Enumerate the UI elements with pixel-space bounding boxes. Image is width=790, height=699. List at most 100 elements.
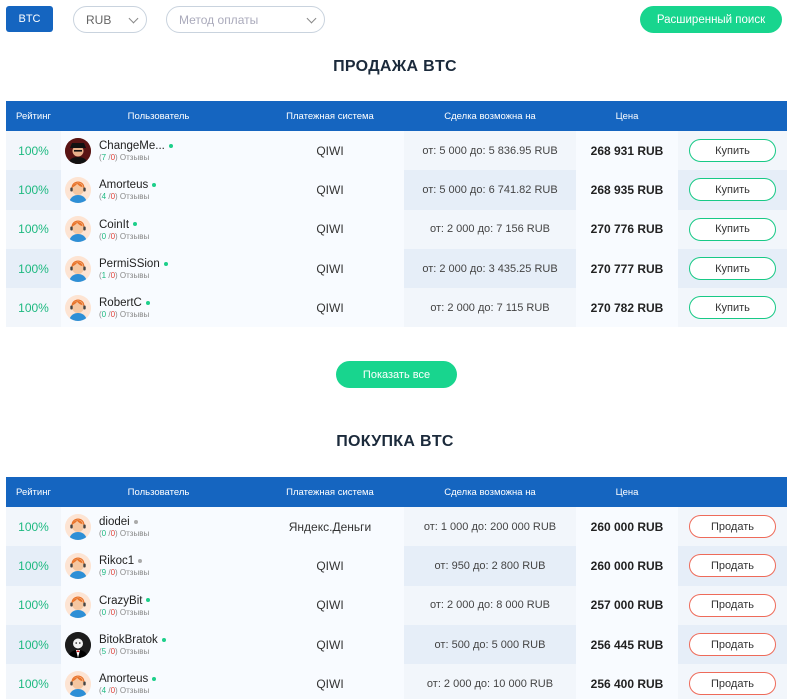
user-name-link[interactable]: Rikoc1 bbox=[99, 555, 135, 568]
reviews-summary[interactable]: (0 /0) Отзывы bbox=[99, 231, 150, 241]
negative-reviews-count: 0 bbox=[110, 529, 116, 539]
user-name-link[interactable]: Amorteus bbox=[99, 673, 149, 686]
action-cell: Купить bbox=[678, 249, 787, 288]
column-price: Цена bbox=[615, 486, 639, 498]
price-value: 260 000 RUB bbox=[576, 507, 678, 547]
negative-reviews-count: 0 bbox=[110, 310, 116, 320]
avatar[interactable] bbox=[65, 294, 91, 321]
sell-offers-table: Рейтинг Пользователь Платежная система С… bbox=[6, 101, 787, 328]
reviews-summary[interactable]: (9 /0) Отзывы bbox=[99, 568, 150, 578]
rating-value: 100% bbox=[18, 519, 49, 534]
buy-button[interactable]: Купить bbox=[689, 178, 776, 202]
user-cell: CrazyBit (0 /0) Отзывы bbox=[61, 585, 256, 625]
deal-range: от: 5 000 до: 5 836.95 RUB bbox=[422, 144, 558, 157]
buy-button[interactable]: Купить bbox=[689, 139, 776, 163]
avatar[interactable] bbox=[65, 592, 91, 619]
avatar[interactable] bbox=[65, 216, 91, 243]
table-row: 100% CoinIt (0 /0) Отзывы QIWI от: 2 000 до:… bbox=[6, 209, 787, 249]
positive-reviews-count: 4 bbox=[101, 192, 107, 202]
buy-offers-table: Рейтинг Пользователь Платежная система С… bbox=[6, 477, 787, 699]
user-name-link[interactable]: diodei bbox=[99, 515, 130, 528]
table-row: 100% BitokBratok (5 /0) Отзывы QIWI от: 500 … bbox=[6, 624, 787, 665]
payment-system: Яндекс.Деньги bbox=[256, 507, 404, 547]
avatar[interactable] bbox=[65, 255, 91, 282]
buy-button[interactable]: Купить bbox=[689, 217, 776, 241]
sell-button[interactable]: Продать bbox=[689, 593, 776, 617]
rating-value: 100% bbox=[18, 637, 49, 652]
person-dark-hat-icon bbox=[65, 137, 91, 164]
sell-button[interactable]: Продать bbox=[689, 554, 776, 578]
reviews-summary[interactable]: (4 /0) Отзывы bbox=[99, 192, 150, 202]
sell-table-body: 100% ChangeMe... (7 /0) Отзывы QIWI от: 5 00… bbox=[6, 131, 787, 328]
positive-reviews-count: 0 bbox=[101, 231, 107, 241]
reviews-summary[interactable]: (5 /0) Отзывы bbox=[99, 647, 150, 657]
deal-range: от: 500 до: 5 000 RUB bbox=[434, 638, 546, 651]
rating-value: 100% bbox=[18, 676, 49, 691]
reviews-summary[interactable]: (1 /0) Отзывы bbox=[99, 271, 150, 281]
user-name-link[interactable]: RobertC bbox=[99, 297, 142, 310]
crypto-btc-button[interactable]: BTC bbox=[6, 6, 53, 32]
positive-reviews-count: 0 bbox=[101, 529, 107, 539]
online-status-icon bbox=[168, 143, 173, 148]
payment-system: QIWI bbox=[256, 546, 404, 586]
reviews-summary[interactable]: (0 /0) Отзывы bbox=[99, 607, 150, 617]
column-price: Цена bbox=[615, 110, 639, 122]
buy-button[interactable]: Купить bbox=[689, 296, 776, 320]
currency-select[interactable]: RUB bbox=[73, 6, 147, 33]
advanced-search-button[interactable]: Расширенный поиск bbox=[640, 6, 782, 33]
rating-value: 100% bbox=[18, 558, 49, 573]
user-name-link[interactable]: PermiSSion bbox=[99, 257, 160, 270]
reviews-summary[interactable]: (7 /0) Отзывы bbox=[99, 153, 150, 163]
positive-reviews-count: 0 bbox=[101, 607, 107, 617]
reviews-summary[interactable]: (0 /0) Отзывы bbox=[99, 310, 150, 320]
payment-system: QIWI bbox=[256, 248, 404, 289]
action-cell: Продать bbox=[678, 664, 787, 699]
sell-button[interactable]: Продать bbox=[689, 633, 776, 657]
user-info: diodei (0 /0) Отзывы bbox=[99, 515, 149, 538]
sell-section-title: ПРОДАЖА BTC bbox=[333, 58, 457, 75]
column-payment: Платежная система bbox=[286, 486, 374, 498]
buy-button[interactable]: Купить bbox=[689, 257, 776, 281]
offline-status-icon bbox=[133, 519, 138, 524]
positive-reviews-count: 4 bbox=[101, 686, 107, 696]
user-name-link[interactable]: CoinIt bbox=[99, 218, 130, 231]
sell-button[interactable]: Продать bbox=[689, 515, 776, 539]
reviews-label: Отзывы bbox=[119, 647, 150, 657]
action-cell: Продать bbox=[678, 546, 787, 585]
negative-reviews-count: 0 bbox=[110, 153, 116, 163]
user-name-link[interactable]: CrazyBit bbox=[99, 594, 143, 607]
online-status-icon bbox=[133, 222, 138, 227]
online-status-icon bbox=[163, 261, 168, 266]
positive-reviews-count: 0 bbox=[101, 310, 107, 320]
user-name-link[interactable]: Amorteus bbox=[99, 179, 149, 192]
payment-system: QIWI bbox=[256, 664, 404, 699]
reviews-summary[interactable]: (0 /0) Отзывы bbox=[99, 529, 150, 539]
avatar[interactable] bbox=[65, 137, 91, 164]
user-name-link[interactable]: BitokBratok bbox=[99, 633, 158, 646]
currency-select-value: RUB bbox=[86, 12, 112, 27]
payment-method-select[interactable]: Метод оплаты bbox=[166, 6, 325, 33]
price-value: 260 000 RUB bbox=[576, 546, 678, 586]
user-name-link[interactable]: ChangeMe... bbox=[99, 139, 165, 152]
support-agent-icon bbox=[65, 294, 91, 321]
reviews-summary[interactable]: (4 /0) Отзывы bbox=[99, 686, 150, 696]
avatar[interactable] bbox=[65, 513, 91, 540]
user-info: CrazyBit (0 /0) Отзывы bbox=[99, 594, 151, 617]
avatar[interactable] bbox=[65, 176, 91, 203]
online-status-icon bbox=[146, 598, 151, 603]
show-all-button[interactable]: Показать все bbox=[336, 361, 457, 388]
rating-value: 100% bbox=[18, 182, 49, 197]
user-info: ChangeMe... (7 /0) Отзывы bbox=[99, 139, 173, 162]
negative-reviews-count: 0 bbox=[110, 192, 116, 202]
user-cell: Rikoc1 (9 /0) Отзывы bbox=[61, 546, 256, 586]
reviews-label: Отзывы bbox=[119, 153, 150, 163]
support-agent-icon bbox=[65, 513, 91, 540]
avatar[interactable] bbox=[65, 631, 91, 658]
avatar[interactable] bbox=[65, 670, 91, 697]
avatar[interactable] bbox=[65, 552, 91, 579]
support-agent-icon bbox=[65, 255, 91, 282]
deal-range: от: 5 000 до: 6 741.82 RUB bbox=[422, 183, 558, 196]
support-agent-icon bbox=[65, 670, 91, 697]
sell-button[interactable]: Продать bbox=[689, 672, 776, 696]
positive-reviews-count: 7 bbox=[101, 153, 107, 163]
